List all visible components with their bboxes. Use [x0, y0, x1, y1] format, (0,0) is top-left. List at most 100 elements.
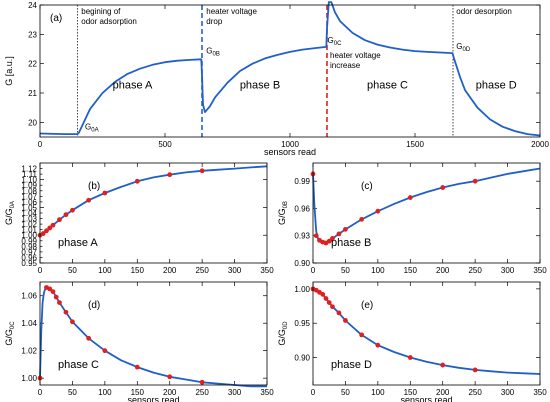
- x-tick-label: 150: [404, 266, 418, 275]
- data-point: [50, 289, 56, 295]
- y-tick-label: 0.98: [21, 242, 37, 251]
- y-tick-label: 1.11: [22, 170, 38, 179]
- data-point: [47, 225, 53, 231]
- x-axis-label: sensors read: [400, 395, 452, 402]
- x-tick-label: 50: [68, 266, 77, 275]
- x-tick-label: 300: [228, 266, 242, 275]
- annotation-text: odor adsorption: [81, 17, 137, 26]
- data-point: [86, 335, 92, 341]
- plot-frame: [312, 281, 541, 386]
- y-tick-label: 0.95: [294, 319, 310, 328]
- data-point: [440, 185, 446, 190]
- panel-label: (d): [88, 300, 100, 311]
- y-tick-label: 0.95: [21, 259, 37, 268]
- y-axis-label: G/G0A: [4, 201, 16, 225]
- y-tick-label: 1.02: [21, 347, 37, 356]
- fit-curve: [39, 286, 267, 388]
- x-tick-label: 250: [468, 266, 482, 275]
- panel-d: 0 50 100 150 200 250 300 350 1.00 1.02 1.04 1.06 (d)…: [4, 281, 274, 402]
- y-tick-label: 1.04: [21, 209, 37, 218]
- panel-label: (e): [361, 300, 373, 311]
- x-tick-label: 50: [341, 266, 350, 275]
- y-tick-label: 0.96: [21, 253, 37, 262]
- y-tick-label: 1.05: [21, 203, 37, 212]
- annotation-text: heater voltage: [330, 51, 381, 60]
- x-tick-label: 0: [311, 388, 316, 397]
- data-point: [375, 208, 381, 214]
- data-point: [70, 207, 75, 213]
- fit-curve: [312, 167, 541, 244]
- phase-label: phase C: [58, 359, 99, 371]
- data-point: [407, 195, 413, 200]
- x-tick-label: 0: [38, 388, 43, 397]
- data-point: [440, 362, 446, 368]
- y-tick-label: 1.09: [21, 181, 37, 190]
- data-point: [330, 236, 335, 241]
- data-point: [336, 310, 342, 316]
- x-tick-label: 300: [228, 388, 242, 397]
- baseline-label: G0B: [206, 46, 220, 57]
- data-point: [50, 222, 56, 228]
- data-point: [199, 379, 205, 385]
- data-point: [199, 168, 205, 174]
- data-point: [134, 364, 140, 370]
- x-tick-label: 50: [341, 388, 350, 397]
- annotation-text: heater voltage: [206, 7, 257, 16]
- phase-label: phase D: [476, 80, 517, 92]
- data-point: [343, 226, 348, 232]
- y-tick-label: 1.02: [21, 220, 37, 229]
- baseline-label: G0C: [328, 36, 343, 47]
- data-point: [57, 217, 62, 223]
- y-tick-label: 20: [28, 118, 37, 127]
- data-point: [63, 309, 69, 315]
- y-axis-label: G/G0C: [4, 321, 16, 346]
- x-tick-label: 2000: [531, 140, 549, 149]
- y-tick-label: 0.97: [21, 248, 37, 257]
- data-point: [57, 300, 62, 305]
- baseline-label: G0A: [85, 123, 99, 134]
- fit-curve: [39, 165, 268, 236]
- x-tick-label: 100: [371, 388, 385, 397]
- data-point: [86, 197, 92, 203]
- y-tick-label: 21: [28, 89, 37, 98]
- x-tick-label: 350: [533, 388, 547, 397]
- x-axis-label: sensors read: [127, 395, 179, 402]
- data-point: [336, 231, 342, 237]
- data-point: [63, 212, 69, 218]
- data-point: [167, 374, 173, 380]
- x-tick-label: 200: [436, 388, 450, 397]
- panel-label: (c): [361, 181, 373, 192]
- data-point: [359, 332, 365, 338]
- y-tick-label: 0.90: [294, 354, 310, 363]
- y-tick-label: 1.06: [21, 198, 37, 207]
- annotation-text: odor desorption: [456, 7, 512, 16]
- x-tick-label: 250: [468, 388, 482, 397]
- plot-frame: [312, 162, 541, 264]
- y-tick-label: 1.03: [21, 215, 37, 224]
- y-tick-label: 1.12: [21, 165, 37, 174]
- panel-label: (a): [50, 13, 62, 24]
- x-tick-label: 200: [163, 388, 177, 397]
- x-tick-label: 50: [68, 388, 77, 397]
- data-point: [53, 294, 59, 300]
- y-tick-label: 0.93: [294, 232, 310, 241]
- data-point: [472, 178, 478, 184]
- data-point: [102, 190, 108, 196]
- x-tick-label: 100: [98, 266, 112, 275]
- x-tick-label: 0: [38, 140, 43, 149]
- y-tick-label: 1.00: [294, 285, 310, 294]
- annotation-text: begining of: [81, 7, 121, 16]
- x-tick-label: 100: [371, 266, 385, 275]
- x-tick-label: 1000: [281, 140, 299, 149]
- y-tick-label: 1.01: [21, 226, 37, 235]
- x-tick-label: 300: [501, 266, 515, 275]
- x-tick-label: 250: [195, 266, 209, 275]
- panel-c: 0 50 100 150 200 250 300 350 0.90 0.93 0.96 0.99 (c)…: [277, 162, 547, 275]
- x-tick-label: 350: [533, 266, 547, 275]
- baseline-label: G0D: [456, 42, 471, 53]
- y-tick-label: 1.00: [21, 374, 37, 383]
- y-axis-label: G [a.u.]: [4, 56, 14, 86]
- y-tick-label: 22: [28, 60, 37, 69]
- x-tick-label: 150: [131, 388, 145, 397]
